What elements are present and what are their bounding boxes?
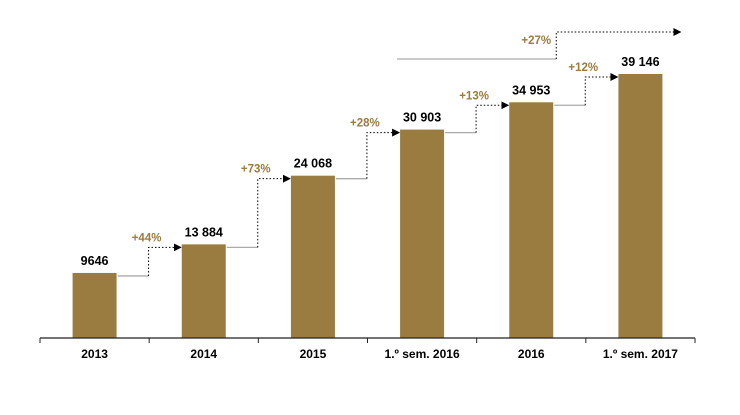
bar [509,102,554,338]
growth-connector-arrow [257,174,291,248]
growth-connectors-group [117,73,619,277]
category-label: 1.º sem. 2016 [385,347,460,361]
value-label: 39 146 [621,55,659,69]
bar [72,272,117,338]
value-label: 34 953 [512,83,550,97]
category-label: 2015 [300,347,327,361]
growth-connector-arrow [148,243,182,276]
bar [290,175,335,338]
growth-label: +12% [568,62,598,74]
value-label: 24 068 [294,157,332,171]
category-label: 2014 [190,347,217,361]
category-label: 2013 [81,347,108,361]
bar [618,74,663,338]
growth-label: +13% [459,90,489,102]
growth-label: +73% [241,164,271,176]
overall-growth-label: +27% [521,35,551,47]
category-label: 1.º sem. 2017 [603,347,678,361]
bars-group [72,74,663,338]
category-label: 2016 [518,347,545,361]
growth-label: +28% [350,118,380,130]
value-label: 13 884 [185,225,223,239]
labels-group: 9646 2013 13 884 2014 24 068 2015 30 903 1.º se… [81,55,679,361]
x-axis [39,337,696,343]
value-label: 30 903 [403,111,441,125]
value-label: 9646 [81,254,109,268]
growth-connector-arrow [475,101,510,133]
growth-connector-arrow [584,73,619,106]
growth-connector-arrow [366,128,401,179]
growth-label: +44% [132,232,162,244]
bar [400,129,445,338]
overall-growth-group: +27% [397,28,682,60]
overall-connector-arrow [555,28,682,59]
bar [181,244,226,338]
